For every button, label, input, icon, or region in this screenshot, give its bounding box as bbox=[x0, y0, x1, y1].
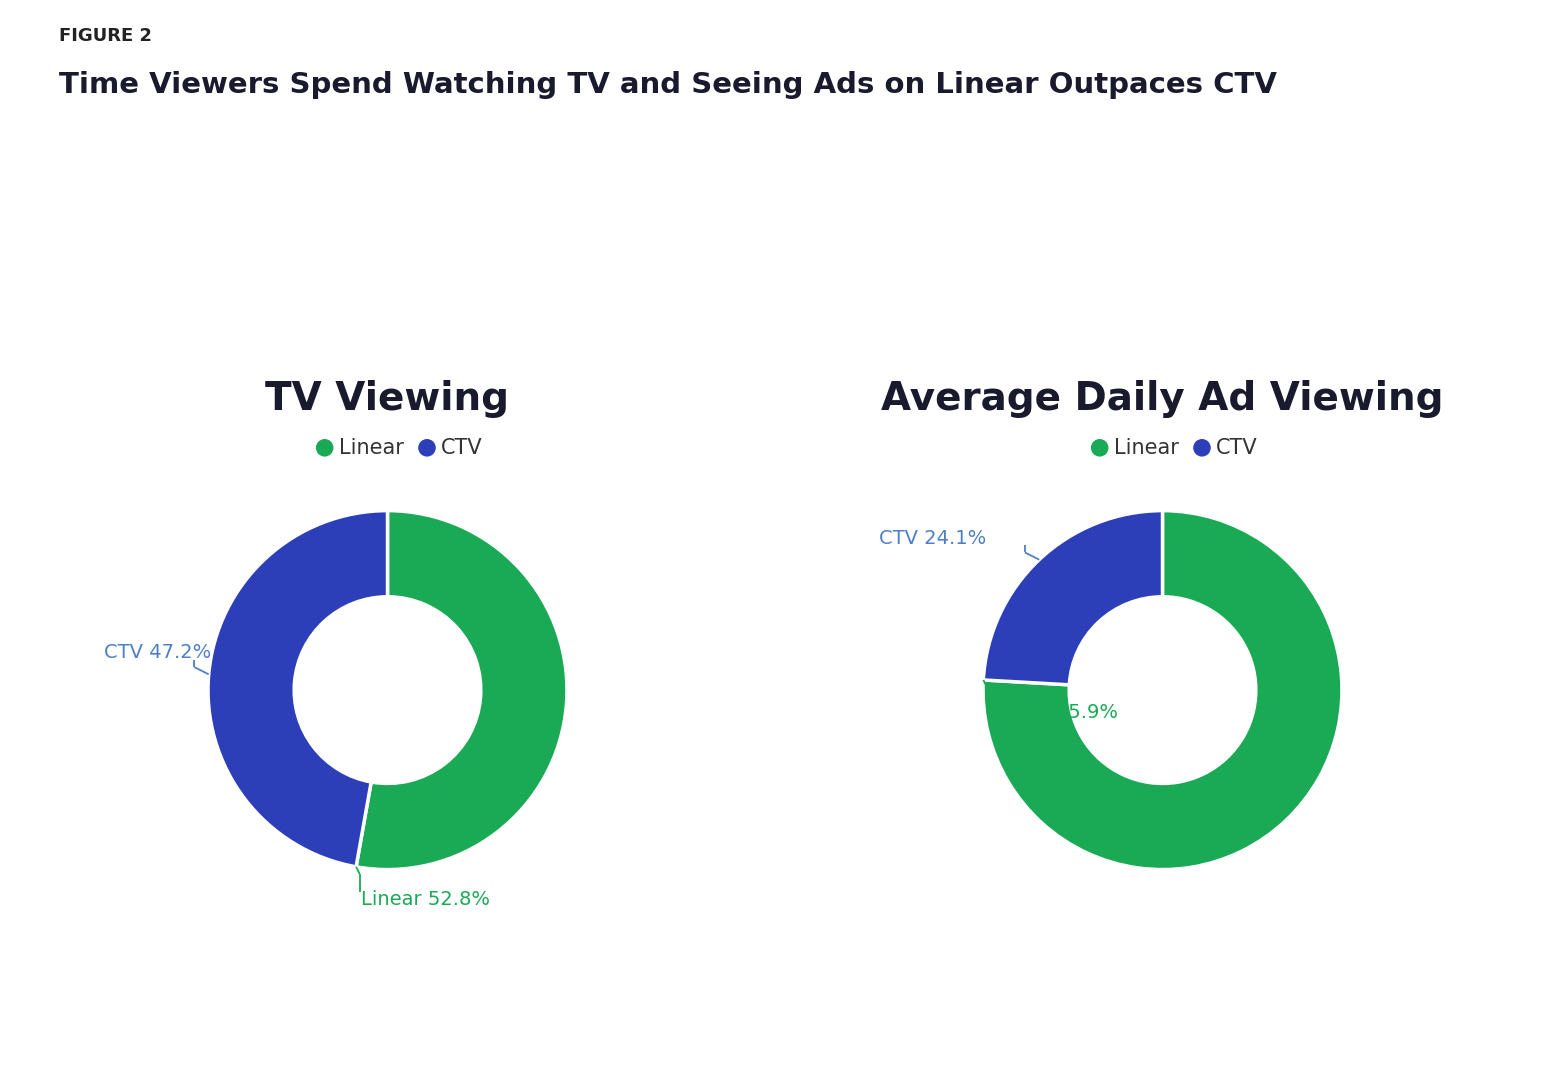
Wedge shape bbox=[983, 510, 1162, 685]
Text: Time Viewers Spend Watching TV and Seeing Ads on Linear Outpaces CTV: Time Viewers Spend Watching TV and Seein… bbox=[59, 71, 1277, 99]
Text: Linear 75.9%: Linear 75.9% bbox=[989, 703, 1118, 722]
Text: CTV 24.1%: CTV 24.1% bbox=[879, 529, 986, 547]
Text: CTV: CTV bbox=[1217, 438, 1259, 458]
Wedge shape bbox=[983, 510, 1342, 870]
Text: CTV: CTV bbox=[442, 438, 484, 458]
Circle shape bbox=[316, 440, 333, 456]
Text: Linear 52.8%: Linear 52.8% bbox=[361, 889, 490, 909]
Text: CTV 47.2%: CTV 47.2% bbox=[104, 643, 211, 662]
Text: FIGURE 2: FIGURE 2 bbox=[59, 27, 152, 46]
Wedge shape bbox=[208, 510, 388, 867]
Circle shape bbox=[418, 440, 436, 456]
Text: Average Daily Ad Viewing: Average Daily Ad Viewing bbox=[882, 380, 1443, 418]
Circle shape bbox=[1091, 440, 1108, 456]
Text: TV Viewing: TV Viewing bbox=[265, 380, 510, 418]
Circle shape bbox=[1194, 440, 1211, 456]
Text: Linear: Linear bbox=[1114, 438, 1180, 458]
Wedge shape bbox=[356, 510, 567, 870]
Text: Linear: Linear bbox=[339, 438, 405, 458]
